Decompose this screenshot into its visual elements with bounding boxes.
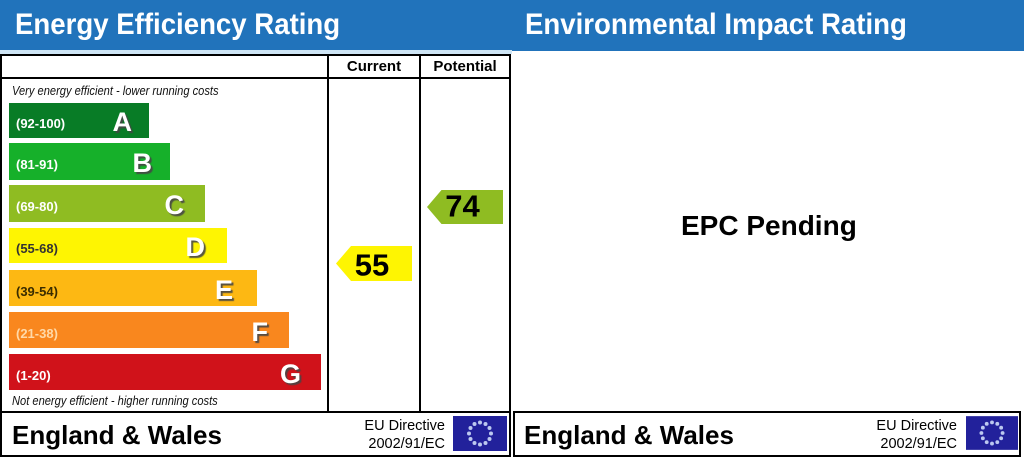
svg-text:55: 55 <box>355 248 389 282</box>
svg-text:74: 74 <box>445 190 480 224</box>
